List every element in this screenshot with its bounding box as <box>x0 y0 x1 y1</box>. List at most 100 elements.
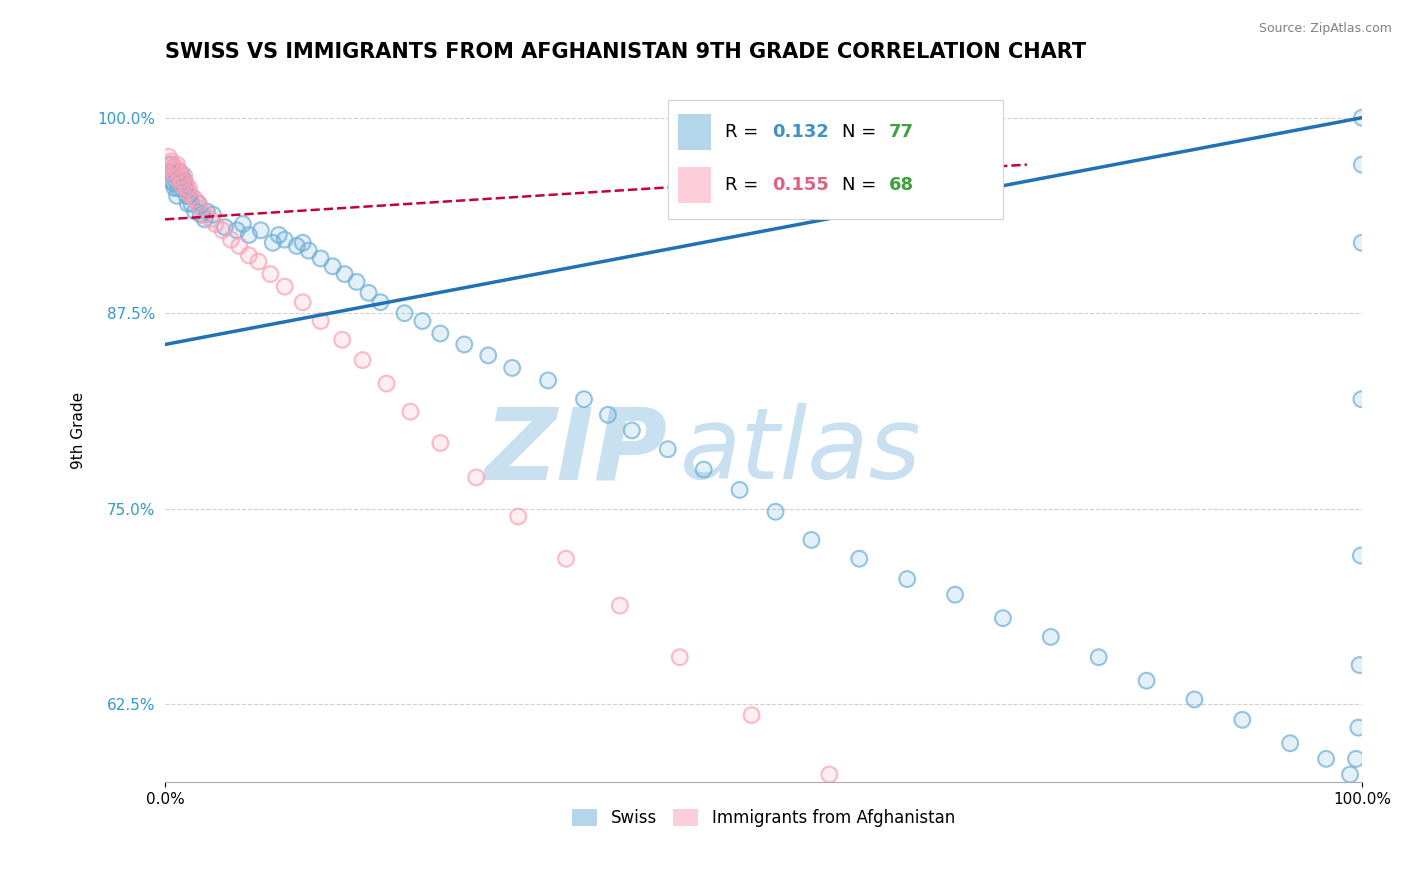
Point <box>901 833 924 847</box>
Point <box>291 295 314 310</box>
Point <box>238 248 260 262</box>
Point <box>508 509 530 524</box>
Point <box>285 239 308 253</box>
Point <box>195 204 218 219</box>
Point <box>250 223 273 237</box>
Point <box>1315 752 1337 766</box>
Point <box>165 173 187 187</box>
Point <box>267 227 290 242</box>
Point <box>247 254 270 268</box>
Point <box>173 169 195 183</box>
Point <box>1351 158 1374 172</box>
Point <box>167 164 190 178</box>
Point <box>1184 692 1206 706</box>
Point <box>200 212 222 227</box>
Point <box>800 533 823 547</box>
Point <box>177 181 200 195</box>
Point <box>232 217 254 231</box>
Point <box>728 483 751 497</box>
Point <box>285 239 308 253</box>
Point <box>169 173 191 187</box>
Point <box>291 295 314 310</box>
Point <box>728 483 751 497</box>
Point <box>173 173 195 187</box>
Point <box>1339 767 1361 781</box>
Point <box>201 208 224 222</box>
Text: atlas: atlas <box>679 403 921 500</box>
Point <box>1087 650 1109 665</box>
Point <box>174 181 197 195</box>
Point <box>333 267 356 281</box>
Point <box>1315 752 1337 766</box>
Point <box>477 348 499 362</box>
Point <box>596 408 619 422</box>
Point <box>555 551 578 566</box>
Point <box>177 196 200 211</box>
Point <box>214 220 236 235</box>
Point <box>160 154 183 169</box>
Point <box>193 212 215 227</box>
Point <box>274 279 297 293</box>
Point <box>375 376 398 391</box>
Point <box>162 165 184 179</box>
Point <box>259 267 281 281</box>
Point <box>465 470 488 484</box>
Point <box>465 470 488 484</box>
Point <box>176 181 198 195</box>
Point <box>184 192 207 206</box>
Point <box>169 173 191 187</box>
Point <box>322 260 344 274</box>
Point <box>157 173 180 187</box>
Point <box>896 572 918 586</box>
Point <box>162 165 184 179</box>
Point <box>274 279 297 293</box>
Point <box>166 158 188 172</box>
Point <box>184 204 207 219</box>
Point <box>1344 752 1367 766</box>
Point <box>309 252 332 266</box>
Point <box>184 192 207 206</box>
Point <box>352 353 374 368</box>
Point <box>848 551 870 566</box>
Point <box>267 227 290 242</box>
Point <box>1135 673 1157 688</box>
Point <box>1348 658 1371 673</box>
Point <box>896 572 918 586</box>
Point <box>167 164 190 178</box>
Point <box>692 462 714 476</box>
Point <box>692 462 714 476</box>
Point <box>219 233 242 247</box>
Point <box>160 154 183 169</box>
Point <box>180 196 202 211</box>
Point <box>211 223 233 237</box>
Point <box>1184 692 1206 706</box>
Point <box>170 178 193 192</box>
Point <box>537 373 560 387</box>
Point <box>399 405 422 419</box>
Point <box>1279 736 1302 750</box>
Point <box>157 150 180 164</box>
Point <box>169 165 191 179</box>
Point <box>1350 549 1372 563</box>
Point <box>211 223 233 237</box>
Point <box>330 333 353 347</box>
Point <box>298 244 321 258</box>
Point <box>370 295 392 310</box>
Point <box>159 165 181 179</box>
Point <box>1350 392 1372 407</box>
Point <box>1351 111 1374 125</box>
Point <box>1279 736 1302 750</box>
Point <box>174 181 197 195</box>
Point <box>177 186 200 200</box>
Point <box>818 767 841 781</box>
Point <box>201 208 224 222</box>
Text: SWISS VS IMMIGRANTS FROM AFGHANISTAN 9TH GRADE CORRELATION CHART: SWISS VS IMMIGRANTS FROM AFGHANISTAN 9TH… <box>165 42 1087 62</box>
Point <box>160 158 183 172</box>
Point <box>357 285 380 300</box>
Point <box>176 189 198 203</box>
Point <box>501 360 523 375</box>
Point <box>172 173 194 187</box>
Point <box>411 314 433 328</box>
Point <box>170 178 193 192</box>
Point <box>259 267 281 281</box>
